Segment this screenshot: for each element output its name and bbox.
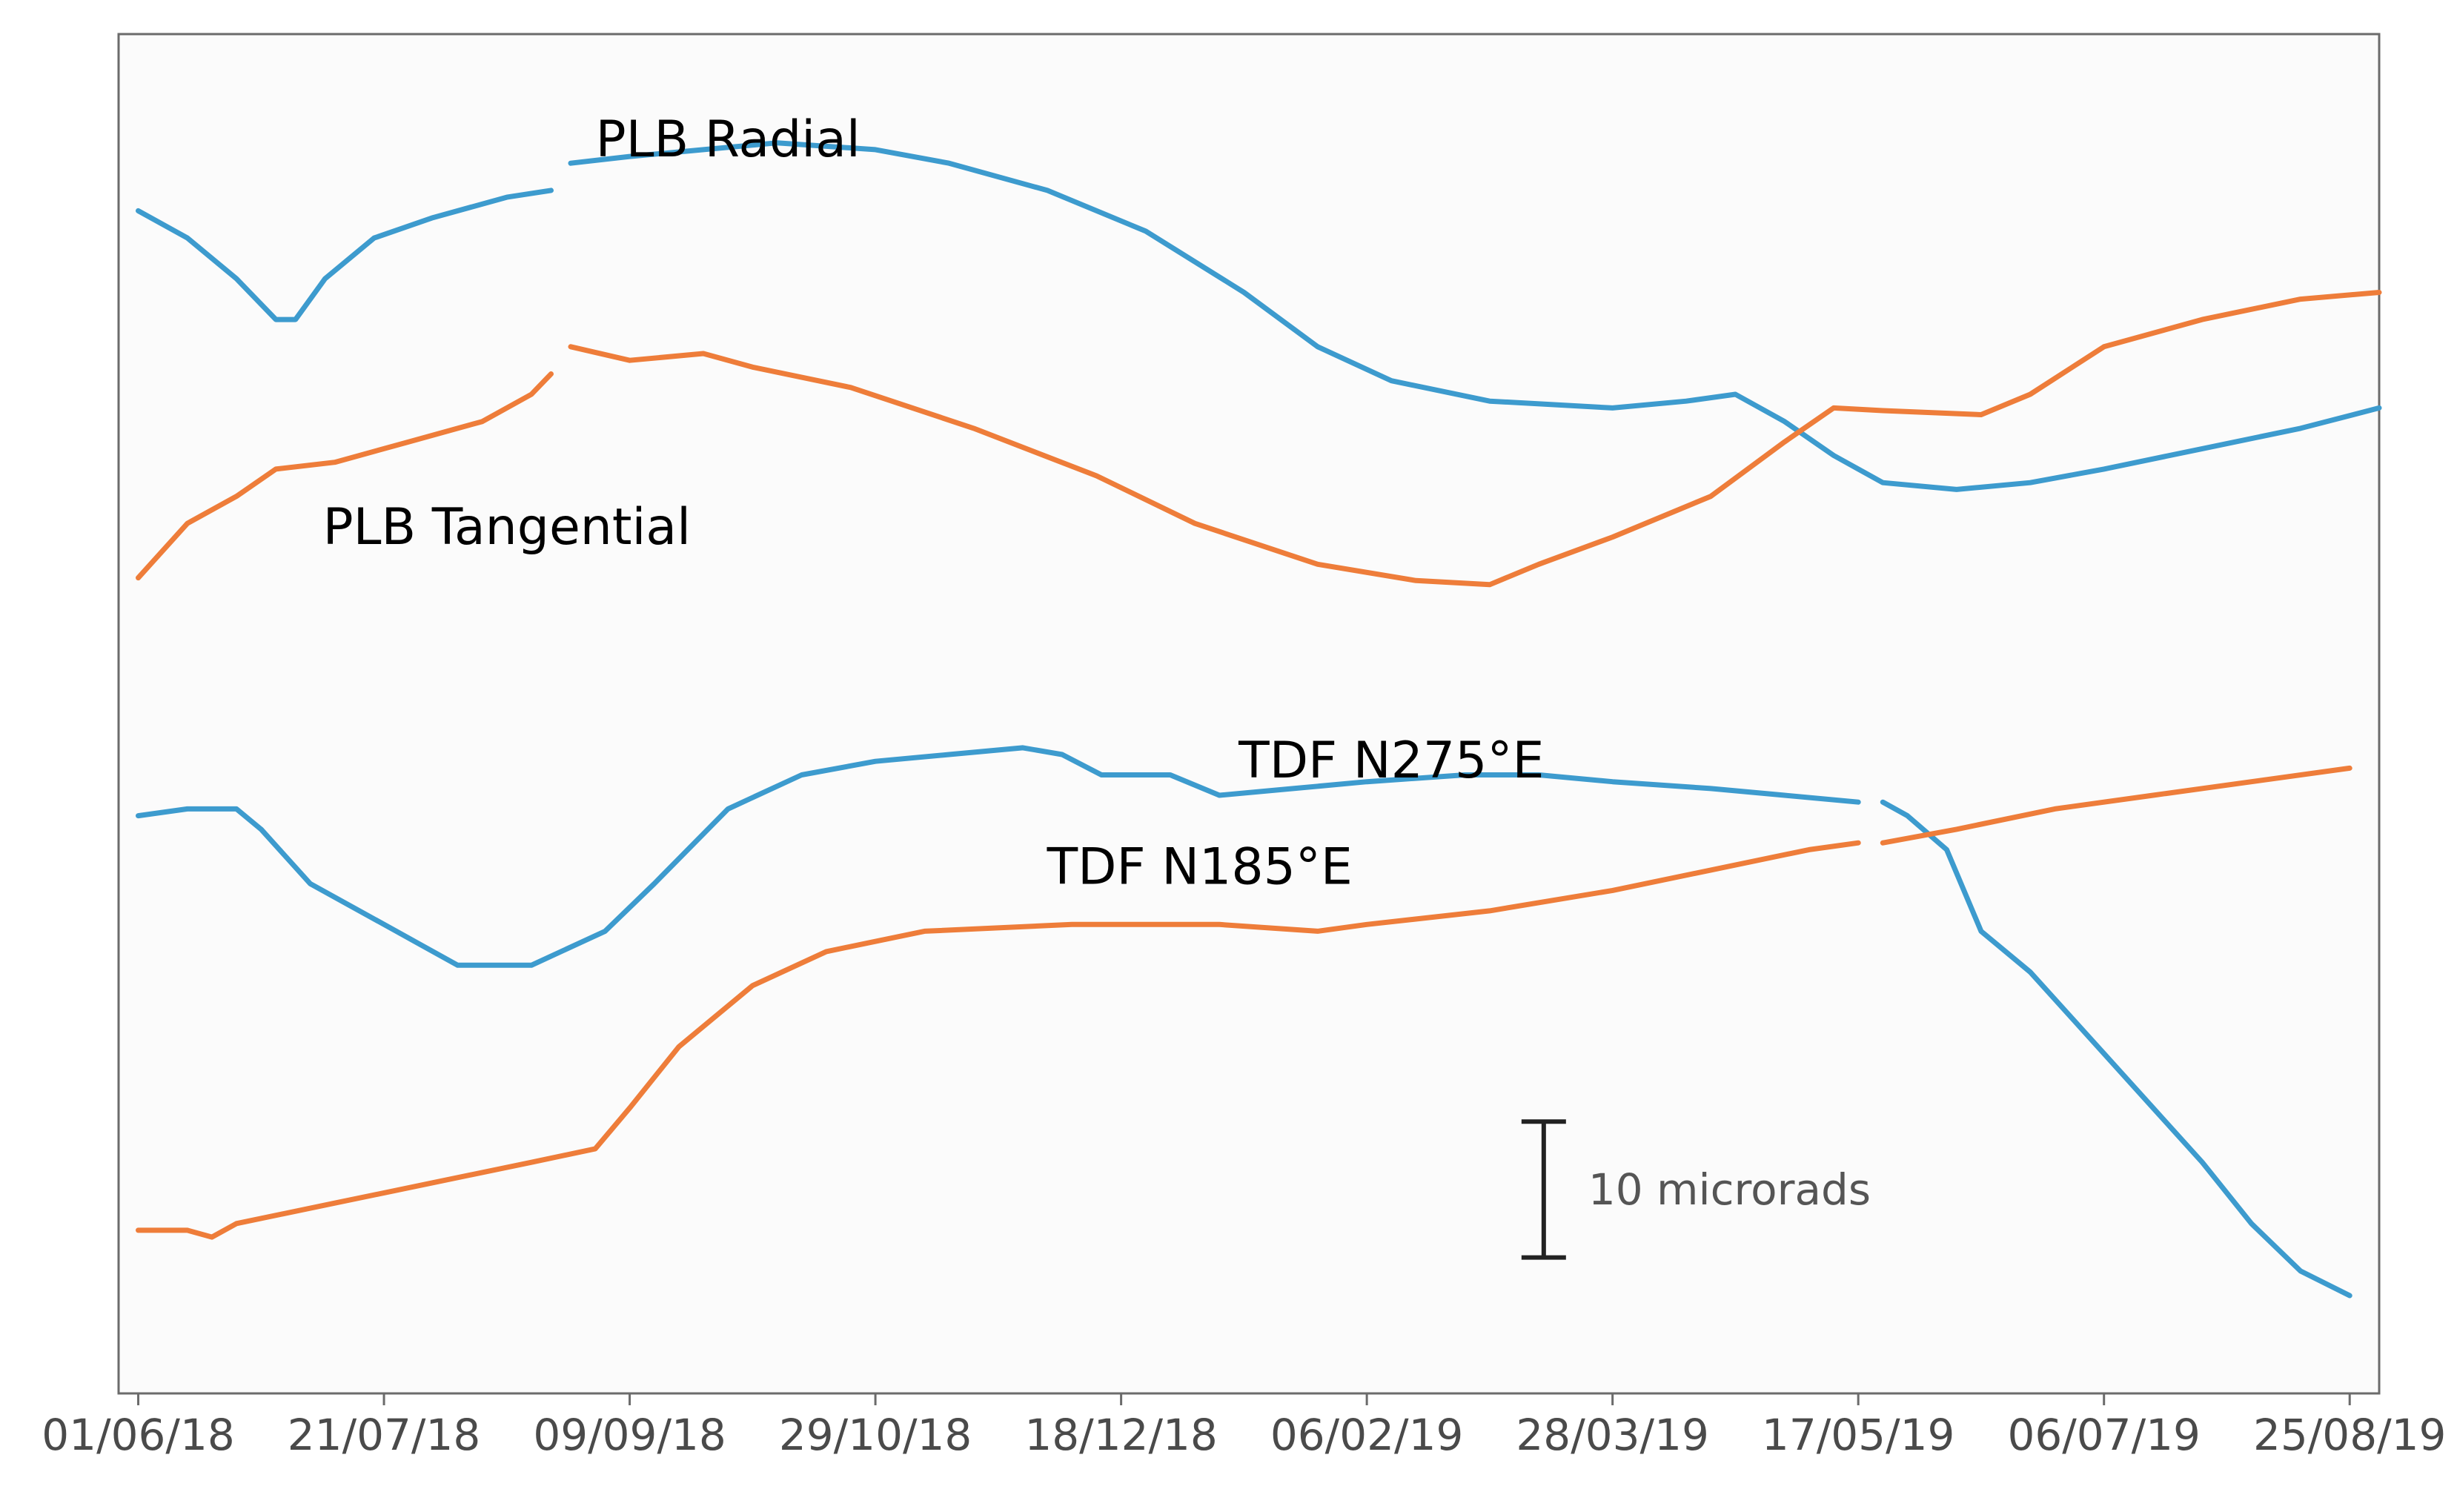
series-tdf-n185-e: [136, 765, 2352, 1240]
series-layer: [136, 140, 2382, 1299]
series-line-plb-tangential-segment-1: [136, 371, 554, 581]
x-tick-label: 21/07/18: [288, 1410, 481, 1460]
x-tick-label: 06/07/19: [2007, 1410, 2201, 1460]
x-tick-label: 28/03/19: [1516, 1410, 1709, 1460]
x-axis: 01/06/18 21/07/18 09/09/18 29/10/18 18/12/18…: [42, 1393, 2446, 1460]
series-line-tdf-n185-e-segment-2: [1880, 765, 2352, 846]
series-label-tdf-n185-e: TDF N185°E: [1047, 838, 1353, 896]
series-plb-radial: [136, 140, 2382, 492]
series-line-tdf-n185-e-segment-1: [136, 840, 1861, 1240]
x-tick-label: 29/10/18: [779, 1410, 972, 1460]
scale-bar: 10 microrads: [1521, 1119, 1871, 1260]
series-line-plb-tangential-segment-2: [568, 290, 2382, 588]
x-tick-label: 01/06/18: [42, 1410, 235, 1460]
series-label-plb-tangential: PLB Tangential: [323, 498, 691, 557]
series-label-tdf-n275-e: TDF N275°E: [1238, 732, 1544, 790]
x-tick-label: 09/09/18: [533, 1410, 726, 1460]
plot-area: [117, 33, 2381, 1395]
series-line-plb-radial-segment-2: [568, 140, 2382, 492]
x-tick-label: 17/05/19: [1762, 1410, 1955, 1460]
x-tick-label: 25/08/19: [2253, 1410, 2447, 1460]
series-plb-tangential: [136, 290, 2382, 588]
x-tick-label: 18/12/18: [1024, 1410, 1218, 1460]
series-line-tdf-n275-e-segment-1: [136, 745, 1861, 968]
series-tdf-n275-e: [136, 745, 2352, 1299]
series-line-tdf-n275-e-segment-2: [1880, 799, 2352, 1299]
series-line-plb-radial-segment-1: [136, 188, 554, 322]
scale-bar-label: 10 microrads: [1588, 1164, 1871, 1215]
series-label-plb-radial: PLB Radial: [596, 110, 861, 169]
x-tick-label: 06/02/19: [1270, 1410, 1464, 1460]
series-labels: PLB Radial PLB Tangential TDF N275°E TDF N1…: [323, 110, 1545, 896]
